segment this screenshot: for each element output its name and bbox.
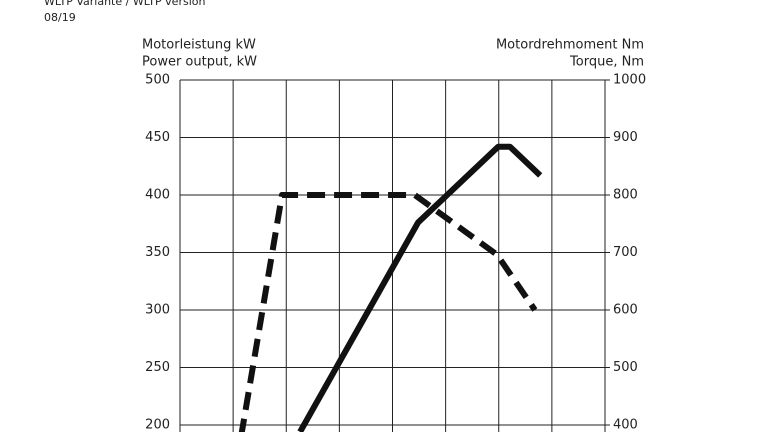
- subtitle: 08/19: [44, 11, 76, 24]
- y-tick-label: 350: [145, 245, 170, 260]
- series-line: [238, 192, 538, 432]
- header: WLTP Variante / WLTP version: [44, 0, 205, 8]
- y2-tick-label: 400: [613, 418, 638, 432]
- y2-tick-label: 700: [613, 245, 638, 260]
- y-axis-label: Motorleistung kW: [142, 38, 256, 53]
- y-tick-label: 400: [145, 188, 170, 203]
- y2-axis-label: Motordrehmoment Nm: [496, 38, 644, 53]
- y2-tick-label: 900: [613, 130, 638, 145]
- y-axis-label: Power output, kW: [142, 55, 257, 70]
- y-tick-label: 250: [145, 360, 170, 375]
- y-tick-label: 300: [145, 303, 170, 318]
- y2-tick-label: 500: [613, 360, 638, 375]
- series-line: [297, 143, 543, 432]
- y-tick-label: 450: [145, 130, 170, 145]
- y2-tick-label: 600: [613, 303, 638, 318]
- y-tick-label: 500: [145, 73, 170, 88]
- y2-tick-label: 800: [613, 188, 638, 203]
- y2-tick-label: 1000: [613, 73, 646, 88]
- y2-axis-label: Torque, Nm: [569, 55, 644, 70]
- y-tick-label: 200: [145, 418, 170, 432]
